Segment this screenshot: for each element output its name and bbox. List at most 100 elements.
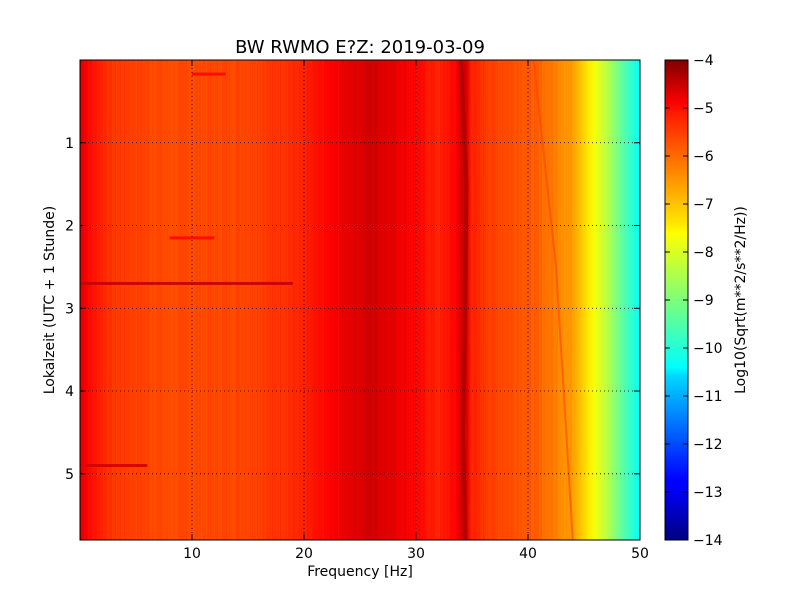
y-tick-label: 4 — [65, 384, 74, 400]
colorbar-tick-label: −5 — [693, 101, 714, 117]
frequency-stripe — [347, 60, 349, 540]
frequency-stripe — [424, 60, 425, 540]
frequency-stripe — [190, 60, 191, 540]
frequency-stripe — [145, 60, 147, 540]
frequency-stripe — [86, 60, 88, 540]
frequency-stripe — [93, 60, 95, 540]
frequency-stripe — [281, 60, 283, 540]
frequency-stripe — [536, 60, 538, 540]
frequency-stripe — [534, 60, 535, 540]
x-axis-label: Frequency [Hz] — [307, 564, 413, 580]
frequency-stripe — [567, 60, 569, 540]
colorbar-tick-label: −9 — [693, 293, 714, 309]
frequency-stripe — [128, 60, 130, 540]
frequency-stripe — [459, 60, 460, 540]
frequency-stripe — [166, 60, 167, 540]
frequency-stripe — [359, 60, 361, 540]
frequency-stripe — [219, 60, 221, 540]
frequency-stripe — [539, 60, 541, 540]
frequency-stripe — [131, 60, 132, 540]
frequency-stripe — [395, 60, 397, 540]
frequency-stripe — [511, 60, 513, 540]
colorbar-tick-label: −12 — [693, 437, 723, 453]
frequency-stripe — [227, 60, 229, 540]
frequency-stripe — [387, 60, 389, 540]
frequency-stripe — [313, 60, 315, 540]
frequency-stripe — [335, 60, 337, 540]
frequency-stripe — [250, 60, 252, 540]
frequency-stripe — [167, 60, 169, 540]
frequency-stripe — [231, 60, 233, 540]
frequency-stripe — [492, 60, 494, 540]
frequency-stripe — [270, 60, 272, 540]
colorbar-tick-label: −4 — [693, 53, 714, 69]
frequency-stripe — [355, 60, 357, 540]
time-events — [80, 72, 293, 468]
time-event-streak — [80, 281, 293, 285]
frequency-stripe — [151, 60, 152, 540]
frequency-stripe — [132, 60, 134, 540]
frequency-stripe — [280, 60, 281, 540]
colorbar-label: Log10(Sqrt(m**2/s**2/Hz)) — [733, 206, 749, 394]
frequency-stripe — [180, 60, 182, 540]
frequency-stripe — [453, 60, 455, 540]
frequency-stripe — [351, 60, 353, 540]
frequency-stripe — [381, 60, 382, 540]
frequency-stripe — [246, 60, 248, 540]
colorbar-tick-label: −10 — [693, 341, 723, 357]
frequency-stripe — [445, 60, 447, 540]
frequency-stripe — [89, 60, 91, 540]
frequency-stripe — [437, 60, 439, 540]
x-tick-label: 50 — [631, 546, 649, 562]
frequency-stripe — [163, 60, 165, 540]
frequency-stripe — [182, 60, 183, 540]
colorbar: −4 −5 −6 −7 −8 −9 −10 −11 −12 −13 −14 Log10(Sqrt(m… — [664, 53, 749, 549]
frequency-stripe — [127, 60, 128, 540]
frequency-stripe — [84, 60, 85, 540]
frequency-stripe — [429, 60, 431, 540]
frequency-stripe — [481, 60, 483, 540]
frequency-stripe — [261, 60, 263, 540]
frequency-stripe — [239, 60, 241, 540]
frequency-stripe — [106, 60, 108, 540]
frequency-stripe — [422, 60, 424, 540]
x-tick-label: 10 — [183, 546, 201, 562]
frequency-stripe — [390, 60, 392, 540]
frequency-stripe — [156, 60, 158, 540]
frequency-stripe — [202, 60, 203, 540]
frequency-stripe — [526, 60, 527, 540]
frequency-stripe — [285, 60, 287, 540]
frequency-stripe — [507, 60, 509, 540]
frequency-stripe — [457, 60, 459, 540]
frequency-stripe — [225, 60, 226, 540]
frequency-stripe — [308, 60, 310, 540]
frequency-stripe — [500, 60, 502, 540]
frequency-stripe — [277, 60, 279, 540]
frequency-stripe — [563, 60, 565, 540]
frequency-stripe — [421, 60, 423, 540]
frequency-stripe — [213, 60, 214, 540]
frequency-stripe — [211, 60, 213, 540]
frequency-stripe — [452, 60, 453, 540]
frequency-stripe — [209, 60, 210, 540]
frequency-stripe — [300, 60, 302, 540]
frequency-stripe — [372, 60, 374, 540]
frequency-stripe — [503, 60, 505, 540]
frequency-stripe — [352, 60, 354, 540]
frequency-stripe — [248, 60, 249, 540]
frequency-stripe — [518, 60, 519, 540]
frequency-stripe — [288, 60, 290, 540]
frequency-stripe — [479, 60, 480, 540]
frequency-stripe — [554, 60, 556, 540]
frequency-stripe — [374, 60, 376, 540]
frequency-stripe — [159, 60, 160, 540]
y-axis-label: Lokalzeit (UTC + 1 Stunde) — [42, 206, 58, 395]
frequency-stripe — [104, 60, 105, 540]
frequency-stripe — [321, 60, 323, 540]
frequency-stripe — [566, 60, 568, 540]
frequency-stripe — [296, 60, 298, 540]
frequency-stripe — [307, 60, 308, 540]
frequency-stripe — [402, 60, 404, 540]
frequency-stripe — [229, 60, 230, 540]
frequency-stripe — [336, 60, 338, 540]
